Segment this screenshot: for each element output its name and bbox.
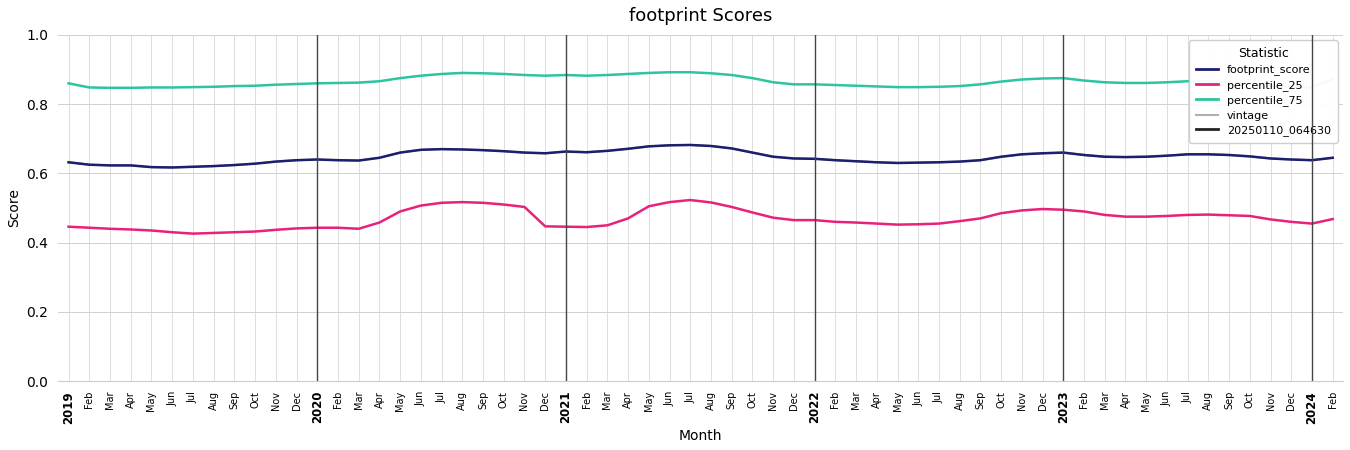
Title: footprint Scores: footprint Scores bbox=[629, 7, 772, 25]
Legend: footprint_score, percentile_25, percentile_75, vintage, 20250110_064630: footprint_score, percentile_25, percenti… bbox=[1189, 40, 1338, 143]
X-axis label: Month: Month bbox=[679, 429, 722, 443]
Y-axis label: Score: Score bbox=[7, 189, 22, 227]
